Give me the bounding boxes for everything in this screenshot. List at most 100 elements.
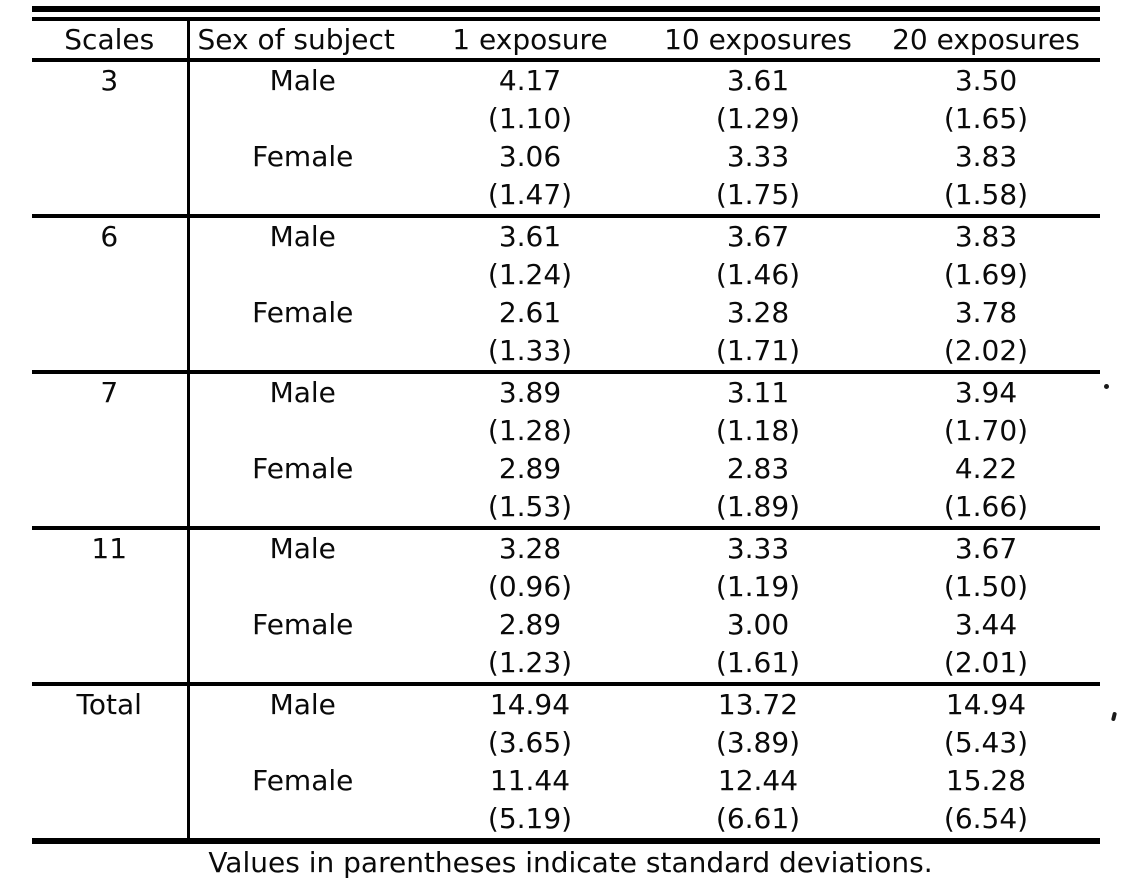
mean-cell: 2.83 — [726, 452, 790, 485]
mean-cell: 11.44 — [489, 764, 571, 797]
sd-cell: (1.18) — [715, 414, 801, 447]
scale-cell: Total — [32, 682, 190, 724]
table-top-double-rule — [32, 6, 1100, 21]
scale-cell — [32, 644, 190, 684]
scale-cell — [32, 332, 190, 372]
sd-cell: (1.47) — [487, 178, 573, 211]
sd-cell: (6.54) — [943, 802, 1029, 835]
sd-row: (1.47) (1.75) (1.58) — [32, 176, 1100, 216]
scale-cell — [32, 488, 190, 528]
mean-cell: 3.06 — [498, 140, 562, 173]
sd-cell: (1.66) — [943, 490, 1029, 523]
sd-cell: (6.61) — [715, 802, 801, 835]
sd-cell: (1.71) — [715, 334, 801, 367]
mean-cell: 3.61 — [644, 58, 872, 100]
mean-cell: 2.89 — [498, 452, 562, 485]
scale-cell: 11 — [32, 526, 190, 568]
sd-cell: (1.69) — [943, 258, 1029, 291]
mean-cell: 3.61 — [416, 214, 644, 256]
mean-cell: 14.94 — [872, 682, 1100, 724]
mean-cell: 3.28 — [416, 526, 644, 568]
sex-cell — [188, 724, 416, 762]
mean-cell: 3.44 — [954, 608, 1018, 641]
sex-cell: Female — [252, 608, 354, 641]
mean-cell: 2.61 — [498, 296, 562, 329]
mean-cell: 3.89 — [416, 370, 644, 412]
scan-speck-artifact — [1104, 384, 1109, 389]
sd-cell: (1.65) — [943, 102, 1029, 135]
exposure-stats-table: Scales Sex of subject 1 exposure 10 exposur… — [32, 21, 1100, 844]
sd-cell: (1.61) — [715, 646, 801, 679]
sd-cell: (1.58) — [943, 178, 1029, 211]
scale-cell: 7 — [32, 370, 190, 412]
table-header-row: Scales Sex of subject 1 exposure 10 exposur… — [32, 21, 1100, 62]
sd-row: (0.96) (1.19) (1.50) — [32, 568, 1100, 606]
sd-row: (3.65) (3.89) (5.43) — [32, 724, 1100, 762]
sd-cell: (3.89) — [715, 726, 801, 759]
mean-row: 3 Male 4.17 3.61 3.50 — [32, 58, 1100, 100]
mean-cell: 3.83 — [872, 214, 1100, 256]
mean-row: Female 3.06 3.33 3.83 — [32, 138, 1100, 176]
scale-cell: 3 — [32, 58, 190, 100]
sd-cell: (1.23) — [487, 646, 573, 679]
sd-cell: (2.01) — [943, 646, 1029, 679]
sd-row: (5.19) (6.61) (6.54) — [32, 800, 1100, 841]
mean-cell: 3.94 — [872, 370, 1100, 412]
mean-cell: 14.94 — [416, 682, 644, 724]
sd-cell: (1.28) — [487, 414, 573, 447]
mean-cell: 3.67 — [872, 526, 1100, 568]
sd-cell: (1.50) — [943, 570, 1029, 603]
sd-row: (1.53) (1.89) (1.66) — [32, 488, 1100, 528]
mean-cell: 3.67 — [644, 214, 872, 256]
mean-cell: 12.44 — [717, 764, 799, 797]
column-header-sex-of-subject: Sex of subject — [188, 21, 416, 62]
mean-cell: 3.33 — [726, 140, 790, 173]
sex-cell: Female — [252, 452, 354, 485]
scale-cell: 6 — [32, 214, 190, 256]
sd-cell: (0.96) — [487, 570, 573, 603]
mean-cell: 3.50 — [872, 58, 1100, 100]
sd-cell: (3.65) — [487, 726, 573, 759]
mean-cell: 4.17 — [416, 58, 644, 100]
scale-cell — [32, 800, 190, 841]
sex-cell: Male — [188, 370, 416, 412]
scan-speck-artifact — [1110, 711, 1118, 722]
sd-cell: (2.02) — [943, 334, 1029, 367]
mean-cell: 3.28 — [726, 296, 790, 329]
sex-cell: Male — [188, 682, 416, 724]
sd-cell: (1.46) — [715, 258, 801, 291]
scale-cell — [32, 294, 190, 332]
sex-cell: Male — [188, 526, 416, 568]
mean-cell: 3.83 — [954, 140, 1018, 173]
mean-cell: 15.28 — [945, 764, 1027, 797]
sex-cell: Female — [252, 296, 354, 329]
sex-cell — [188, 176, 416, 216]
sex-cell: Female — [252, 764, 354, 797]
sex-cell: Male — [188, 58, 416, 100]
column-header-20-exposures: 20 exposures — [872, 21, 1100, 62]
mean-row: Female 2.89 3.00 3.44 — [32, 606, 1100, 644]
sd-row: (1.10) (1.29) (1.65) — [32, 100, 1100, 138]
mean-cell: 3.78 — [954, 296, 1018, 329]
sex-cell: Female — [252, 140, 354, 173]
sd-cell: (1.29) — [715, 102, 801, 135]
column-header-10-exposures: 10 exposures — [644, 21, 872, 62]
mean-row: 11 Male 3.28 3.33 3.67 — [32, 526, 1100, 568]
mean-cell: 3.00 — [726, 608, 790, 641]
scale-cell — [32, 256, 190, 294]
sd-row: (1.33) (1.71) (2.02) — [32, 332, 1100, 372]
mean-row: Female 11.44 12.44 15.28 — [32, 762, 1100, 800]
sd-cell: (1.10) — [487, 102, 573, 135]
column-header-scales: Scales — [32, 21, 190, 62]
table-footnote: Values in parentheses indicate standard … — [208, 846, 933, 879]
scale-cell — [32, 450, 190, 488]
sd-cell: (1.53) — [487, 490, 573, 523]
sex-cell — [188, 100, 416, 138]
scale-cell — [32, 606, 190, 644]
sex-cell — [188, 332, 416, 372]
mean-row: Female 2.61 3.28 3.78 — [32, 294, 1100, 332]
sex-cell — [188, 488, 416, 528]
mean-cell: 4.22 — [954, 452, 1018, 485]
sex-cell — [188, 644, 416, 684]
mean-row: 7 Male 3.89 3.11 3.94 — [32, 370, 1100, 412]
